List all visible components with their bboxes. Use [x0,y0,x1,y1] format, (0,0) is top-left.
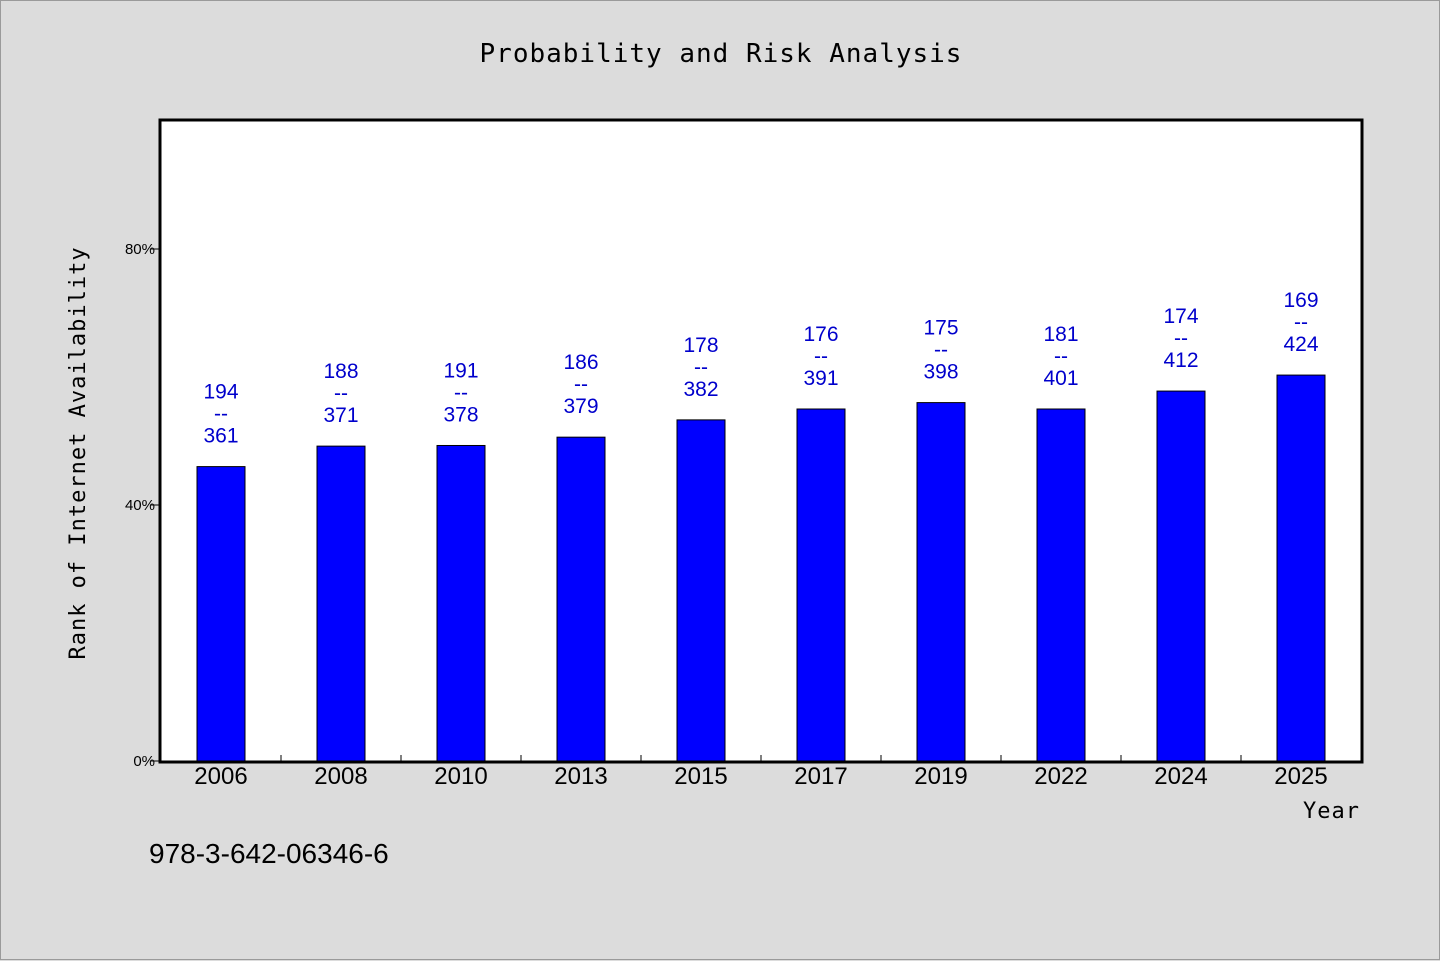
x-tick-label: 2013 [554,763,607,790]
data-label-separator: -- [1294,311,1308,334]
plot-frame [158,118,1364,764]
bar [1036,408,1086,762]
x-tick-label: 2025 [1274,763,1327,790]
x-tick-label: 2008 [314,763,367,790]
data-label-top: 191 [443,359,478,382]
data-label-bottom: 424 [1283,333,1318,356]
data-label-separator: -- [1174,327,1188,350]
bar [796,408,846,762]
data-label-top: 186 [563,351,598,374]
x-tick-label: 2015 [674,763,727,790]
data-label-bottom: 371 [323,404,358,427]
data-label-separator: -- [934,339,948,362]
data-label-top: 175 [923,317,958,340]
data-label-separator: -- [814,345,828,368]
y-tick-label: 0% [133,753,155,770]
x-tick-label: 2024 [1154,763,1207,790]
y-axis-label: Rank of Internet Availability [66,246,91,659]
data-label-bottom: 382 [683,378,718,401]
data-label-separator: -- [334,382,348,405]
data-label-bottom: 379 [563,395,598,418]
bar [556,436,606,762]
data-label-bottom: 412 [1163,349,1198,372]
bar [916,402,966,762]
y-tick-label: 80% [125,241,155,258]
data-label-separator: -- [574,373,588,396]
data-label-top: 194 [203,381,238,404]
data-label-separator: -- [214,403,228,426]
x-tick-label: 2022 [1034,763,1087,790]
bar [676,419,726,762]
data-label-top: 174 [1163,305,1198,328]
data-label-top: 181 [1043,323,1078,346]
isbn-text: 978-3-642-06346-6 [149,838,389,869]
data-label-separator: -- [454,381,468,404]
data-label-separator: -- [1054,345,1068,368]
x-axis-label: Year [1303,799,1360,824]
data-label-separator: -- [694,356,708,379]
chart-marks: 0%40%80%2006194--3612008188--3712010191-… [125,241,1328,790]
bar [1156,390,1206,762]
data-label-top: 176 [803,323,838,346]
chart-title: Probability and Risk Analysis [480,39,963,69]
bar [196,466,246,762]
x-tick-label: 2010 [434,763,487,790]
x-tick-label: 2006 [194,763,247,790]
bar [1276,374,1326,762]
data-label-bottom: 378 [443,403,478,426]
bar [316,445,366,762]
data-label-bottom: 361 [203,425,238,448]
data-label-top: 169 [1283,289,1318,312]
data-label-top: 188 [323,360,358,383]
data-label-bottom: 391 [803,367,838,390]
y-tick-label: 40% [125,497,155,514]
data-label-bottom: 401 [1043,367,1078,390]
data-label-top: 178 [683,334,718,357]
x-tick-label: 2019 [914,763,967,790]
bar [436,444,486,762]
data-label-bottom: 398 [923,361,958,384]
x-tick-label: 2017 [794,763,847,790]
